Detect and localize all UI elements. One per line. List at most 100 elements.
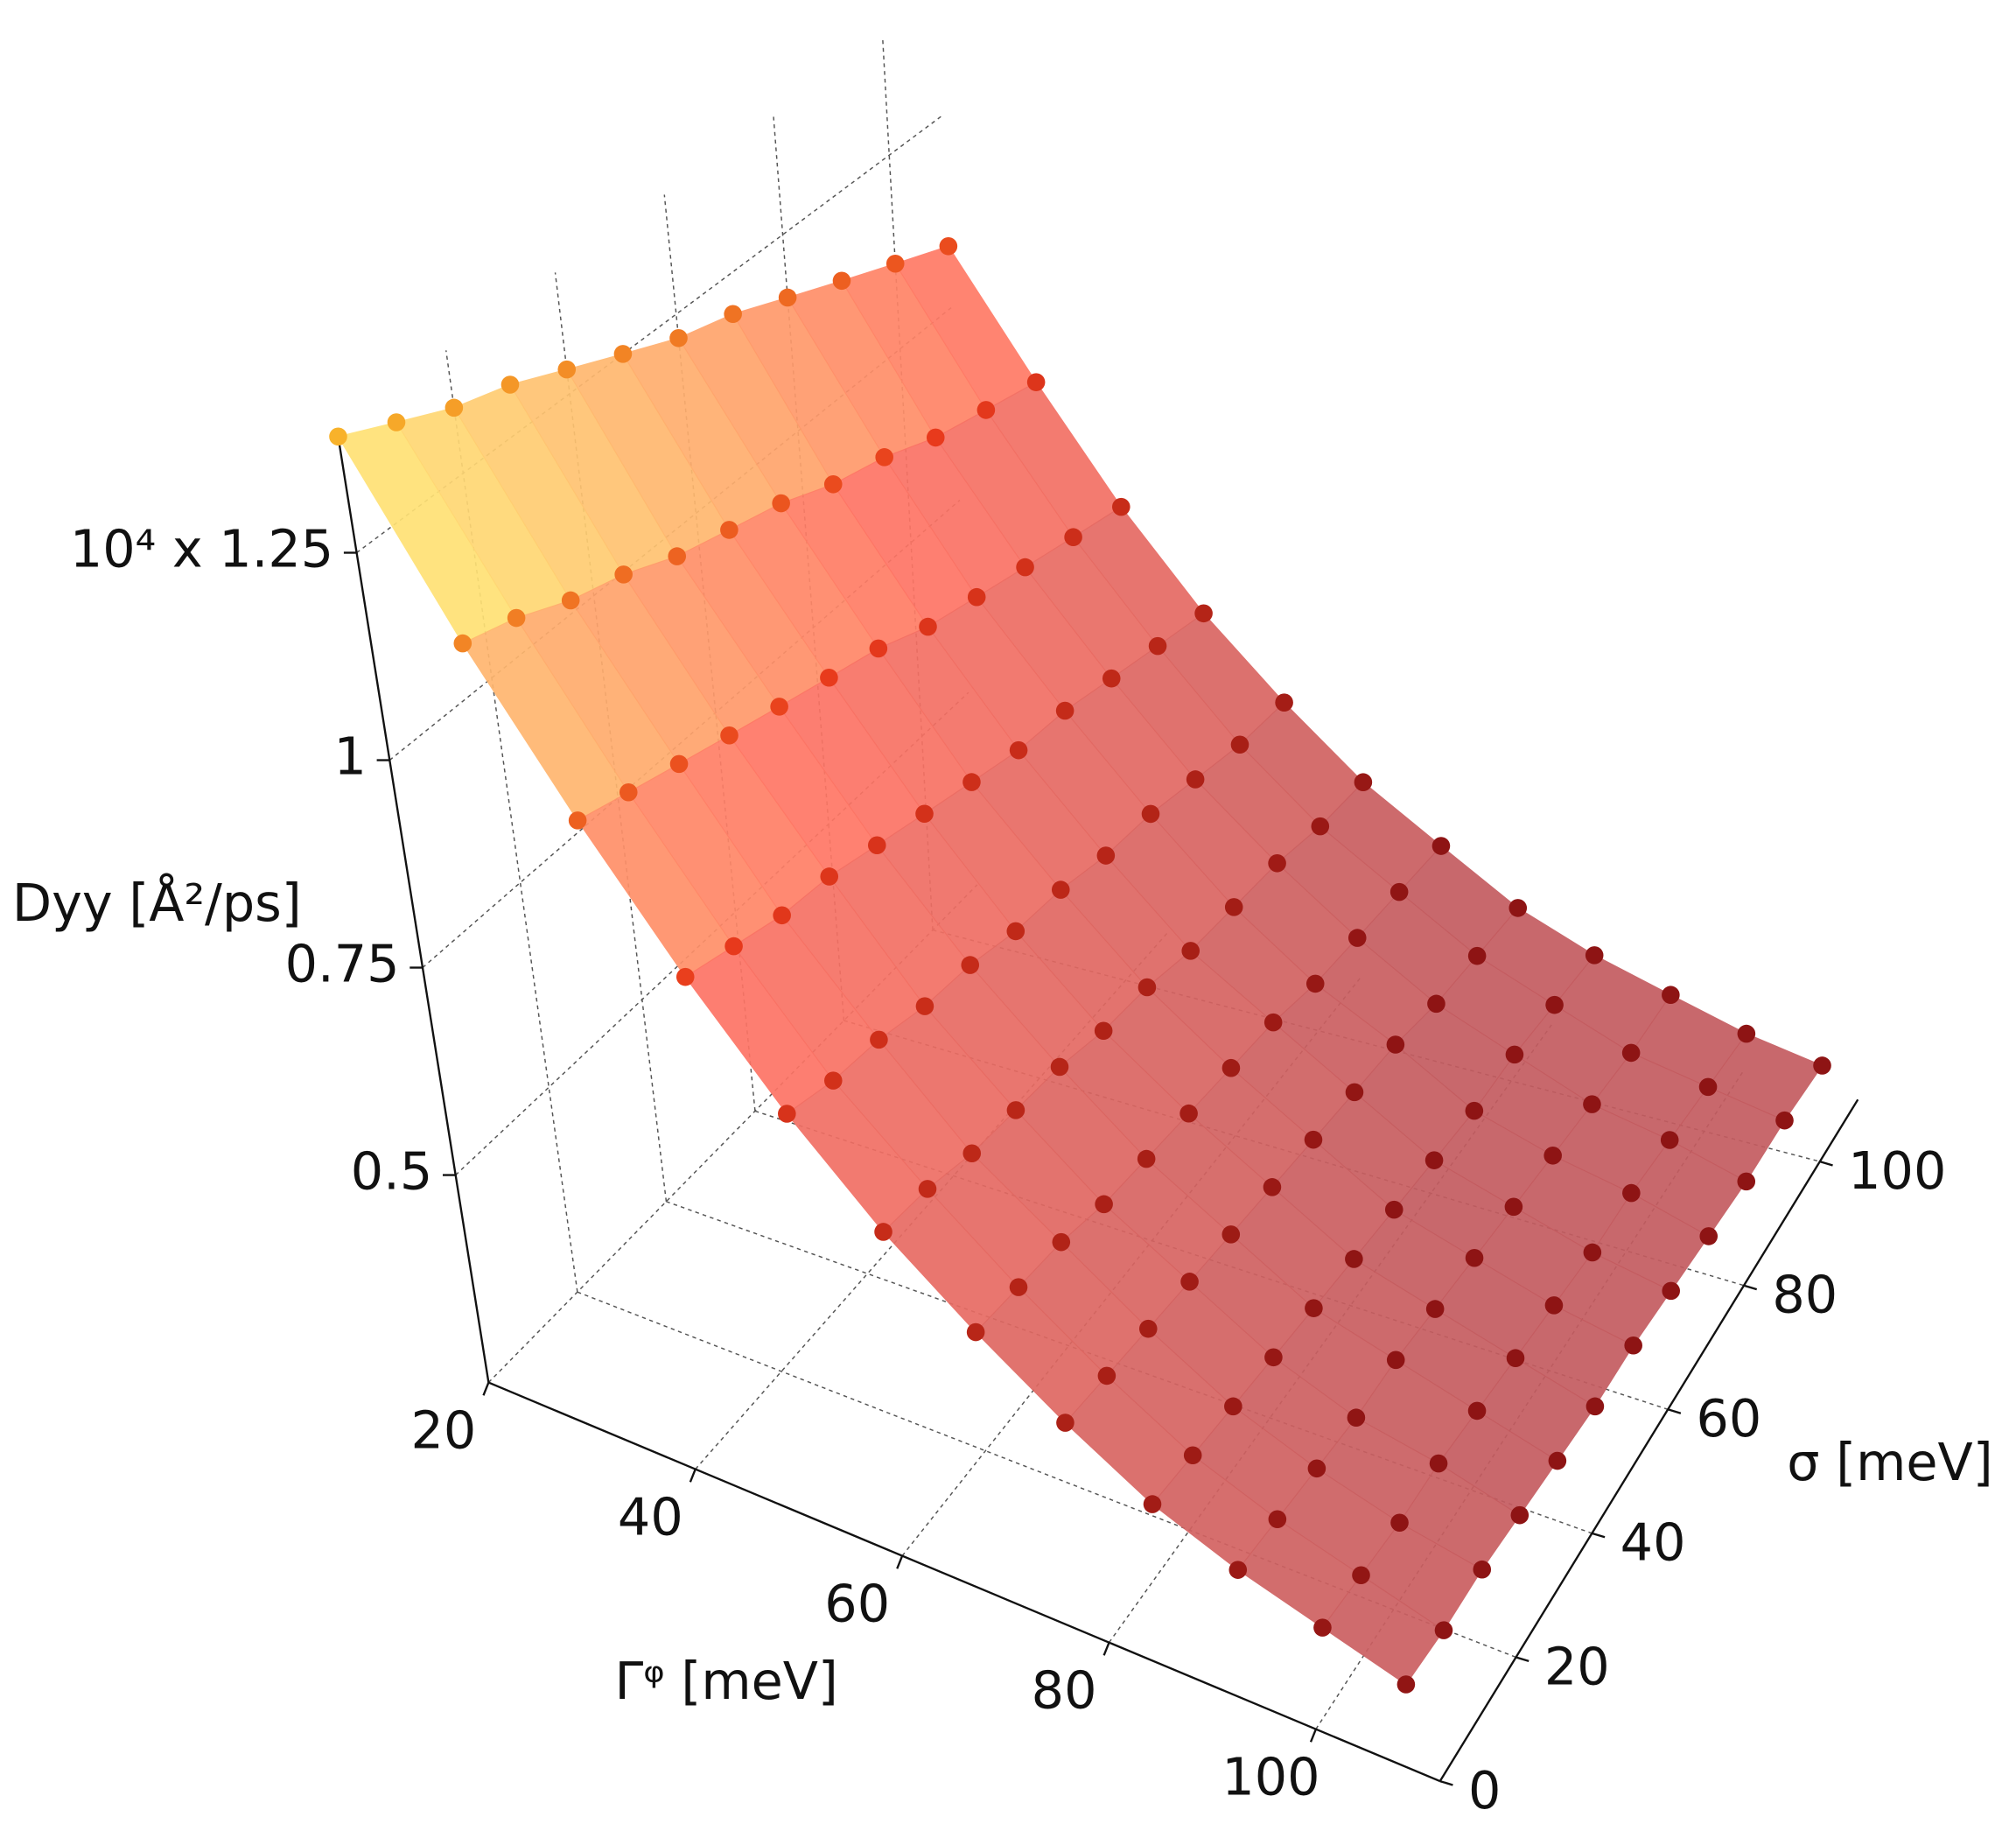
x-tick-label: 100	[1222, 1747, 1320, 1807]
data-point	[1194, 604, 1213, 623]
y-tick	[1439, 1779, 1453, 1786]
points	[329, 237, 1831, 1694]
data-point	[568, 811, 587, 830]
data-point	[820, 867, 839, 886]
data-point	[1009, 740, 1028, 760]
data-point	[1586, 1397, 1605, 1416]
data-point	[1775, 1111, 1794, 1130]
data-point	[720, 726, 738, 745]
surface	[337, 245, 1824, 1686]
data-point	[1143, 1495, 1162, 1513]
data-point	[1504, 1197, 1523, 1217]
data-point	[1264, 1348, 1283, 1367]
data-point	[1181, 942, 1200, 960]
data-point	[329, 427, 347, 446]
data-point	[939, 237, 958, 256]
data-point	[1505, 1045, 1524, 1064]
x-axis-title: Γᵠ [meV]	[615, 1651, 838, 1711]
data-point	[870, 1030, 888, 1049]
data-point	[1425, 1300, 1445, 1318]
data-point	[869, 639, 888, 658]
data-point	[1585, 946, 1604, 965]
y-tick	[1516, 1656, 1530, 1663]
data-point	[669, 754, 689, 774]
y-tick	[1667, 1408, 1682, 1414]
x-tick-label: 20	[411, 1400, 477, 1460]
data-point	[1055, 701, 1074, 720]
data-point	[772, 494, 790, 513]
data-point	[867, 836, 886, 855]
data-point	[1141, 804, 1160, 824]
data-point	[1737, 1024, 1756, 1043]
data-point	[507, 608, 526, 628]
data-point	[1662, 986, 1680, 1005]
data-point	[1424, 1151, 1444, 1169]
data-point	[1307, 1459, 1326, 1478]
data-point	[1096, 846, 1116, 865]
x-tick-label: 60	[824, 1573, 890, 1633]
data-point	[1102, 669, 1121, 688]
data-point	[926, 428, 945, 447]
data-point	[1148, 636, 1167, 656]
data-point	[724, 305, 742, 324]
data-point	[1544, 1296, 1564, 1315]
data-point	[1305, 1299, 1323, 1317]
data-point	[444, 398, 464, 417]
data-point	[613, 345, 633, 363]
data-point	[1052, 1232, 1071, 1252]
data-point	[1050, 1057, 1069, 1077]
data-point	[962, 773, 981, 791]
z-axis	[335, 428, 490, 1383]
grid-line	[577, 1291, 1516, 1659]
data-point	[1230, 735, 1250, 754]
data-point	[668, 547, 687, 565]
data-point	[773, 906, 791, 925]
data-point	[1180, 1273, 1199, 1291]
z-axis-title: Dyy [Å²/ps]	[12, 873, 302, 933]
y-axis	[1438, 1098, 1859, 1782]
data-point	[1180, 1104, 1198, 1123]
z-tick-label: 1	[333, 726, 366, 787]
data-point	[557, 360, 577, 379]
data-point	[1508, 899, 1528, 917]
data-point	[1621, 1043, 1641, 1063]
data-point	[453, 634, 472, 653]
data-point	[500, 375, 520, 394]
x-tick	[1102, 1642, 1110, 1656]
data-point	[1813, 1056, 1831, 1075]
data-point	[1660, 1131, 1679, 1149]
data-point	[1429, 1454, 1448, 1473]
data-point	[1006, 1101, 1026, 1119]
data-point	[1183, 1446, 1202, 1465]
data-point	[874, 1223, 892, 1241]
data-point	[1622, 1183, 1641, 1203]
data-point	[886, 254, 905, 273]
data-point	[1390, 882, 1409, 901]
data-point	[915, 997, 934, 1015]
y-tick-label: 20	[1544, 1636, 1610, 1696]
data-point	[1473, 1560, 1492, 1579]
data-point	[1432, 837, 1451, 855]
z-tick-label: 10⁴ x 1.25	[70, 519, 333, 579]
y-tick-label: 60	[1697, 1388, 1762, 1449]
data-point	[1304, 1130, 1323, 1149]
data-point	[832, 271, 851, 291]
data-point	[1662, 1281, 1681, 1301]
data-point	[1386, 1035, 1405, 1054]
x-tick-label: 40	[618, 1486, 683, 1547]
data-point	[961, 956, 980, 974]
y-tick	[1819, 1160, 1833, 1167]
data-point	[1306, 974, 1325, 993]
data-point	[1056, 1414, 1074, 1432]
y-tick-label: 80	[1772, 1265, 1838, 1325]
data-point	[387, 413, 406, 431]
data-point	[1224, 898, 1243, 916]
data-point	[1352, 1566, 1370, 1585]
data-point	[1396, 1675, 1416, 1694]
y-tick-label: 100	[1848, 1140, 1946, 1201]
data-point	[915, 804, 934, 824]
data-point	[1222, 1058, 1241, 1077]
grid-line	[356, 115, 943, 554]
axes: 20 40 60 80 100 0 20 40 60 80 100 0.5 0.75 1 10⁴ x 1.2…	[70, 428, 1946, 1820]
